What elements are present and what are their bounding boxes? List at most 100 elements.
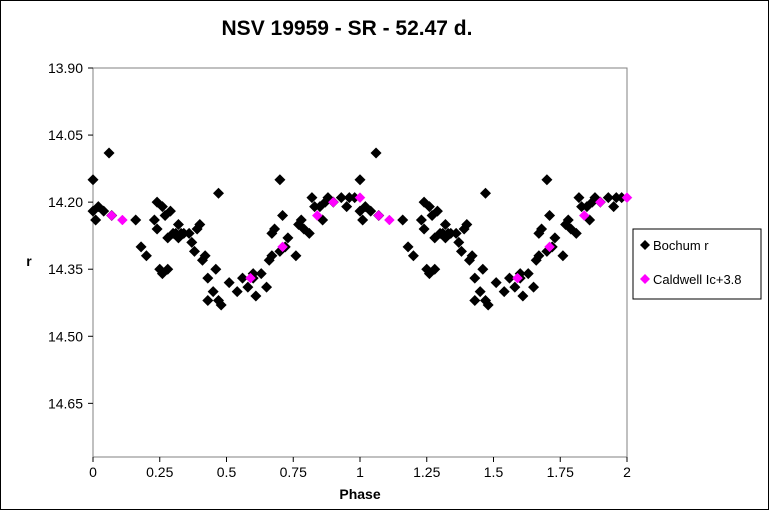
data-point	[407, 250, 419, 262]
data-point	[482, 299, 494, 311]
data-point	[106, 210, 118, 221]
data-point	[130, 214, 142, 226]
y-axis-label: r	[26, 253, 32, 269]
data-point	[439, 218, 451, 230]
data-point	[303, 227, 315, 239]
data-point	[384, 214, 395, 226]
data-point	[354, 174, 366, 186]
data-point	[423, 201, 435, 213]
series-bochum-r	[87, 147, 628, 311]
data-point	[573, 192, 585, 204]
data-point	[365, 205, 377, 217]
y-tick-label: 13.90	[48, 60, 83, 76]
chart-title: NSV 19959 - SR - 52.47 d.	[222, 17, 473, 40]
data-point	[461, 218, 473, 230]
data-point	[295, 214, 307, 226]
data-point	[335, 192, 347, 204]
data-point	[541, 174, 553, 186]
data-point	[98, 205, 110, 217]
data-point	[274, 174, 286, 186]
data-point	[621, 192, 633, 204]
legend-label: Bochum r	[653, 238, 709, 253]
data-point	[183, 227, 195, 239]
data-point	[557, 250, 569, 262]
data-point	[117, 214, 128, 226]
x-tick-label: 0.25	[146, 464, 173, 480]
data-point	[570, 227, 582, 239]
data-point	[415, 214, 427, 226]
legend-box	[632, 228, 762, 300]
data-point	[306, 192, 318, 204]
data-points	[87, 147, 633, 311]
data-point	[528, 281, 540, 293]
data-point	[90, 214, 102, 226]
data-point	[536, 223, 548, 235]
data-point	[255, 268, 267, 280]
data-point	[215, 299, 227, 311]
x-tick-label: 0.75	[280, 464, 307, 480]
data-point	[290, 250, 302, 262]
data-point	[151, 223, 163, 235]
data-point	[277, 210, 289, 222]
x-tick-label: 2	[623, 464, 631, 480]
data-point	[453, 236, 465, 248]
legend-label: Caldwell Ic+3.8	[653, 272, 742, 287]
data-point	[237, 272, 249, 284]
data-point	[466, 250, 478, 262]
data-point	[186, 236, 198, 248]
data-point	[373, 210, 385, 221]
data-point	[223, 277, 235, 289]
plot-area	[92, 67, 628, 458]
data-point	[594, 196, 606, 208]
x-tick-label: 0	[89, 464, 97, 480]
data-point	[477, 263, 489, 275]
data-point	[162, 263, 174, 275]
data-point	[269, 223, 281, 235]
data-point	[103, 147, 115, 159]
data-point	[242, 281, 254, 293]
x-tick-label: 1.75	[547, 464, 574, 480]
data-point	[311, 210, 323, 221]
data-point	[261, 281, 273, 293]
y-tick-label: 14.20	[48, 194, 83, 210]
data-point	[212, 187, 224, 199]
data-point	[194, 218, 206, 230]
data-point	[245, 272, 256, 284]
data-point	[602, 192, 614, 204]
data-point	[210, 263, 222, 275]
data-point	[202, 272, 214, 284]
data-point	[140, 250, 152, 262]
data-point	[504, 272, 516, 284]
data-point	[455, 245, 467, 257]
data-point	[357, 214, 369, 226]
series-caldwell-ic	[106, 192, 633, 284]
data-point	[608, 201, 620, 213]
data-point	[578, 210, 590, 221]
y-tick-label: 14.65	[48, 395, 83, 411]
data-point	[370, 147, 382, 159]
data-point	[250, 290, 262, 302]
data-point	[533, 250, 545, 262]
data-point	[327, 196, 339, 208]
data-point	[266, 250, 278, 262]
data-point	[544, 210, 556, 222]
data-point	[282, 232, 294, 244]
x-axis-label: Phase	[339, 486, 380, 502]
data-point	[562, 214, 574, 226]
data-point	[418, 223, 430, 235]
data-point	[517, 290, 529, 302]
data-point	[490, 277, 502, 289]
data-point	[148, 214, 160, 226]
data-point	[341, 201, 353, 213]
data-point	[429, 263, 441, 275]
data-point	[199, 250, 211, 262]
data-point	[549, 232, 561, 244]
legend-marker	[640, 274, 650, 284]
data-point	[431, 205, 443, 217]
data-point	[469, 272, 481, 284]
data-point	[479, 187, 491, 199]
data-point	[172, 218, 184, 230]
data-point	[207, 286, 219, 298]
y-tick-label: 14.05	[48, 127, 83, 143]
y-tick-label: 14.35	[48, 261, 83, 277]
